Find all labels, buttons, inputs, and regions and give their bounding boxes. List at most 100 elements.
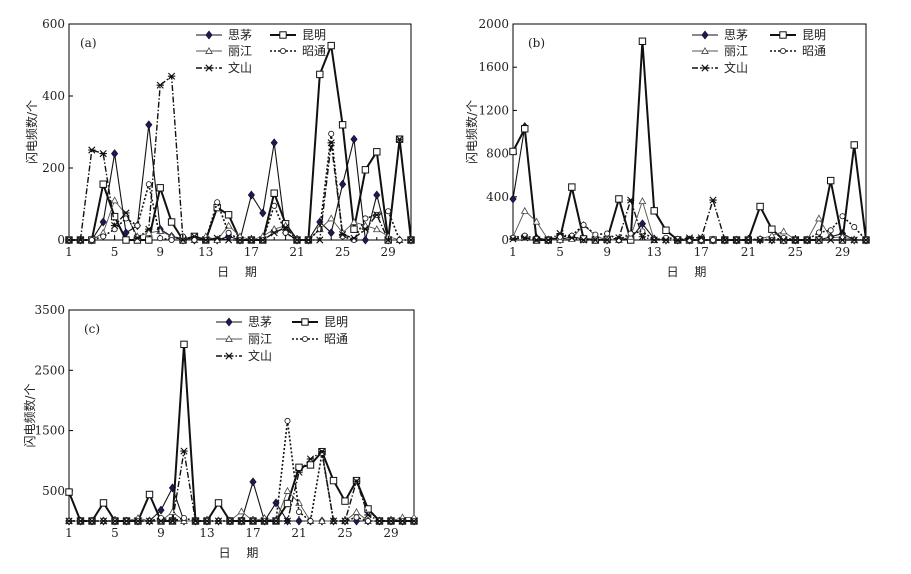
data-point — [779, 227, 788, 235]
data-point — [815, 229, 822, 236]
x-tick-label: 9 — [157, 526, 165, 540]
data-point — [318, 516, 326, 524]
data-point — [387, 517, 395, 525]
data-point — [815, 236, 823, 244]
data-point — [180, 340, 188, 349]
data-point — [396, 236, 403, 243]
data-point — [99, 499, 108, 507]
data-point — [110, 222, 119, 230]
x-axis-title: 日 期 — [217, 265, 263, 279]
panel-a: 0 200 400 600 1 5 9 13 17 21 25 29 日 期 闪电频数/个 (a) 思茅 昆明丽… — [24, 17, 415, 279]
panel-label: (b) — [528, 36, 545, 50]
data-point — [604, 230, 611, 237]
data-point — [756, 236, 764, 244]
data-point — [282, 229, 289, 236]
data-point — [791, 236, 800, 244]
y-axis-title: 闪电频数/个 — [24, 100, 39, 164]
data-point — [283, 499, 292, 508]
data-point — [99, 217, 107, 227]
legend-entry: 丽江 — [196, 44, 252, 58]
data-point — [145, 490, 154, 499]
data-point — [167, 72, 176, 80]
data-point — [384, 236, 392, 244]
data-point — [247, 236, 256, 244]
data-point — [316, 236, 324, 244]
data-point — [364, 511, 372, 519]
data-point — [361, 235, 369, 245]
data-point — [133, 234, 142, 242]
x-tick-label: 1 — [65, 245, 73, 259]
data-point — [580, 221, 587, 228]
data-point — [272, 517, 280, 525]
data-point — [839, 213, 846, 220]
legend-entry: 文山 — [692, 60, 748, 75]
data-point — [850, 141, 858, 149]
x-tick-label: 5 — [556, 245, 564, 259]
data-point — [744, 236, 753, 244]
data-point — [838, 236, 847, 244]
legend-label: 思茅 — [248, 315, 272, 329]
data-point — [144, 228, 153, 236]
series-dashdot-star — [509, 196, 870, 244]
data-point — [327, 41, 335, 50]
plot-frame — [68, 309, 415, 522]
data-point — [338, 231, 347, 239]
x-tick-label: 21 — [289, 245, 304, 259]
data-point — [827, 227, 834, 234]
data-point — [352, 477, 361, 485]
panel-c: 500 1500 2500 3500 1 5 9 13 17 21 25 29 日 期 闪电频数/个 (c)… — [22, 303, 418, 560]
data-point — [281, 223, 290, 231]
data-point — [214, 499, 223, 507]
data-point — [341, 497, 349, 505]
data-point — [709, 196, 717, 204]
data-point — [674, 236, 682, 244]
data-point — [247, 190, 255, 200]
data-point — [353, 514, 360, 521]
data-point — [509, 194, 517, 204]
legend-marker — [225, 334, 233, 342]
series-line — [69, 420, 414, 523]
legend-entry: 文山 — [196, 60, 252, 75]
data-point — [236, 236, 244, 244]
data-point — [156, 184, 164, 192]
data-point — [145, 517, 154, 525]
legend-label: 昆明 — [324, 315, 348, 329]
data-point — [410, 517, 418, 525]
x-tick-label: 5 — [111, 526, 119, 540]
y-tick-label: 500 — [42, 484, 65, 498]
series-line — [512, 41, 867, 242]
data-point — [307, 518, 314, 525]
series-line — [69, 479, 414, 523]
x-tick-label: 9 — [156, 245, 164, 259]
data-point — [260, 517, 269, 525]
y-axis-title: 闪电频数/个 — [22, 383, 37, 447]
data-point — [815, 214, 823, 222]
data-point — [372, 225, 381, 233]
data-point — [362, 215, 369, 222]
data-point — [99, 150, 107, 158]
y-tick-label: 1500 — [34, 424, 65, 438]
data-point — [395, 135, 404, 143]
data-point — [509, 147, 517, 156]
data-point — [270, 189, 278, 197]
data-point — [327, 214, 336, 222]
data-point — [271, 202, 278, 209]
data-point — [111, 517, 119, 525]
x-tick-label: 9 — [603, 245, 611, 259]
data-point — [373, 211, 381, 219]
x-tick-label: 25 — [337, 526, 352, 540]
data-point — [626, 196, 635, 204]
data-point — [603, 236, 611, 244]
data-point — [650, 236, 658, 244]
data-point — [327, 228, 335, 238]
data-point — [237, 517, 246, 525]
data-point — [65, 517, 73, 525]
legend-entry: 思茅 — [196, 28, 252, 42]
y-tick-label: 800 — [486, 147, 509, 161]
legend-label: 昭通 — [302, 44, 326, 58]
data-point — [568, 234, 576, 242]
x-tick-label: 13 — [647, 245, 662, 259]
data-point — [327, 139, 335, 147]
data-point — [295, 463, 303, 472]
